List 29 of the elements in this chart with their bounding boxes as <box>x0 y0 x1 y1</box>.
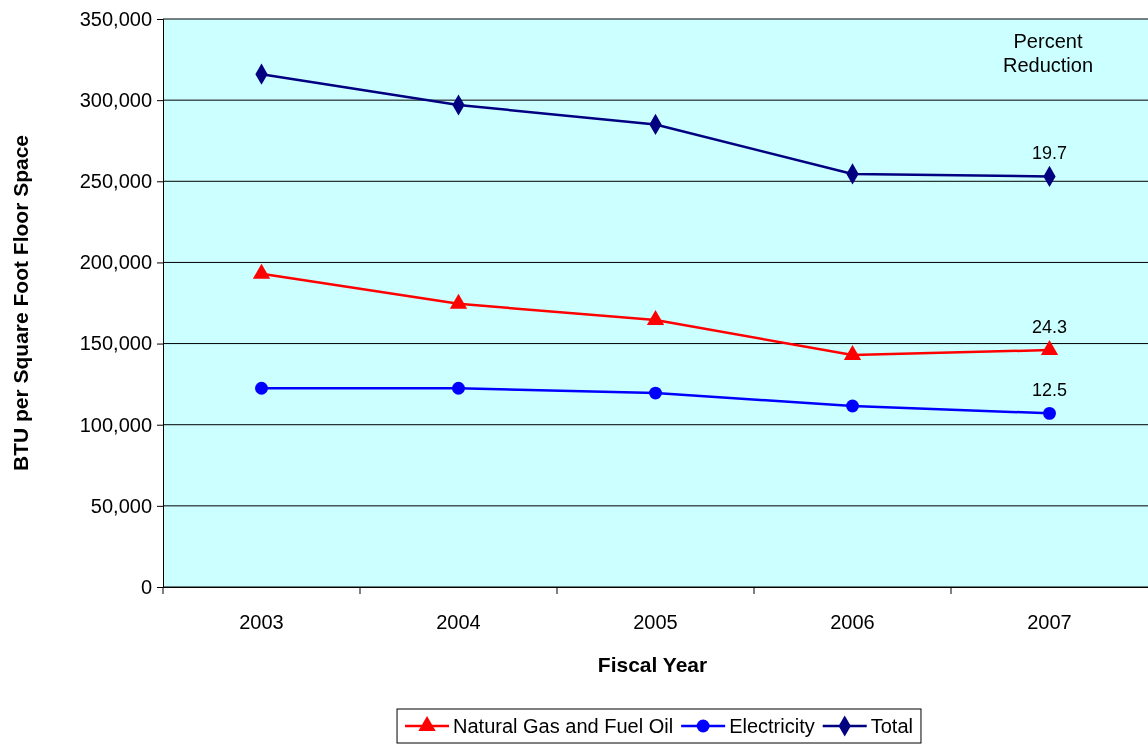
point <box>255 381 268 395</box>
annotation: 19.7 <box>1031 143 1068 164</box>
y-tick-label: 300,000 <box>79 89 152 112</box>
x-tick-label: 2007 <box>1027 611 1072 634</box>
point <box>452 381 465 395</box>
y-axis-title: BTU per Square Foot Floor Space <box>9 134 32 472</box>
x-tick-label: 2004 <box>436 611 481 634</box>
x-axis-title: Fiscal Year <box>597 653 708 676</box>
legend-label: Electricity <box>729 715 815 737</box>
y-tick-label: 0 <box>140 575 152 598</box>
y-tick-label: 50,000 <box>90 494 152 517</box>
annotation: 12.5 <box>1031 380 1068 401</box>
y-tick-label: 100,000 <box>79 413 152 436</box>
point <box>649 386 662 400</box>
point <box>1040 340 1059 356</box>
annotation: 24.3 <box>1031 317 1068 338</box>
point <box>846 399 859 413</box>
x-tick-label: 2006 <box>830 611 875 634</box>
y-tick-label: 150,000 <box>79 332 152 355</box>
x-tick-label: 2003 <box>239 611 284 634</box>
point <box>646 310 665 326</box>
x-tick-label: 2005 <box>633 611 678 634</box>
legend-label: Total <box>870 715 913 737</box>
y-tick-label: 350,000 <box>79 7 152 30</box>
y-tick-label: 250,000 <box>79 170 152 193</box>
point <box>1043 406 1056 420</box>
annotation: Percent Reduction <box>1002 30 1094 76</box>
legend-label: Natural Gas and Fuel Oil <box>453 715 674 737</box>
y-tick-label: 200,000 <box>79 251 152 274</box>
